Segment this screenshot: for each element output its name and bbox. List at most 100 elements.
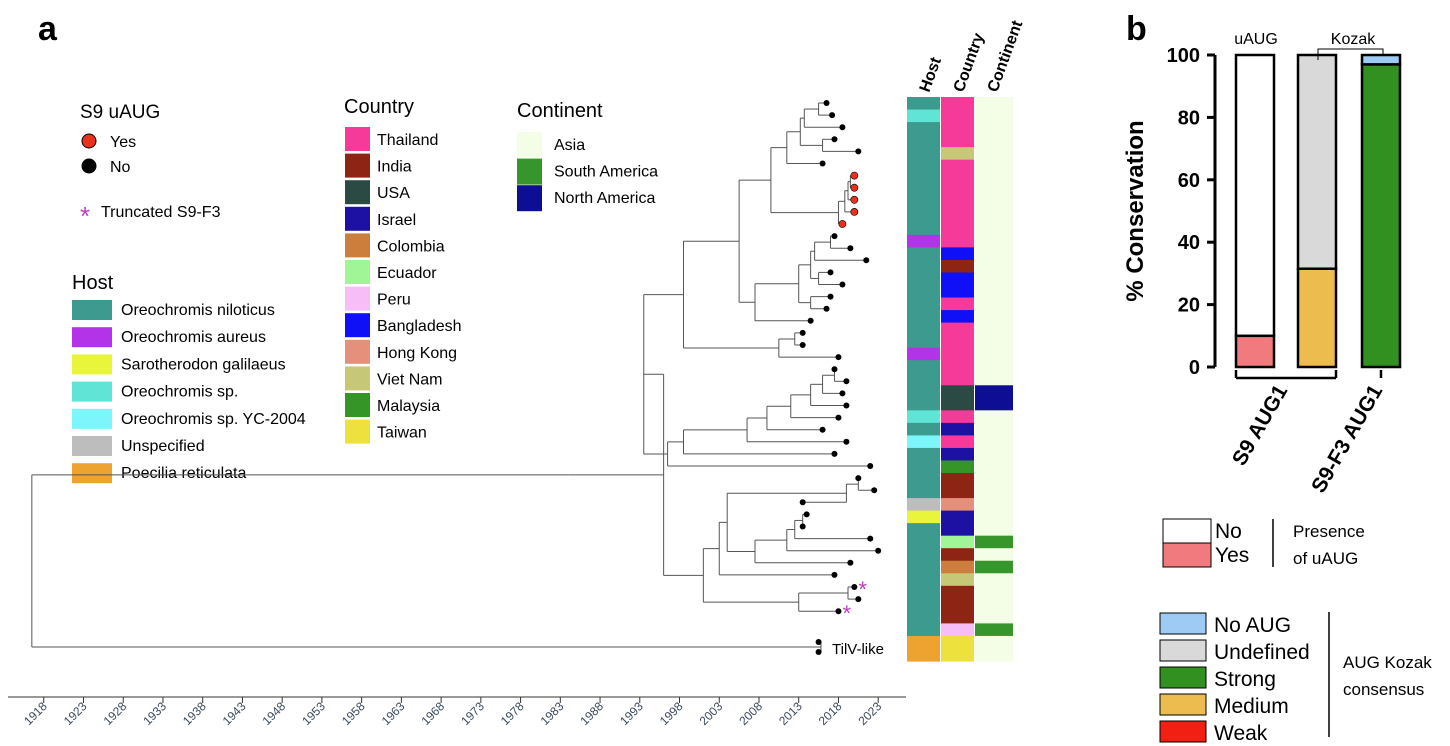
time-axis-tick-label: 1933	[140, 699, 169, 728]
heatmap-cell	[941, 447, 974, 462]
group-label-uaug: uAUG	[1234, 31, 1278, 48]
heatmap-cell	[907, 573, 940, 587]
presence-legend-label: No	[1215, 520, 1242, 543]
kozak-legend-label: Medium	[1214, 695, 1289, 718]
heatmap-cell	[941, 285, 974, 299]
host-legend-title: Host	[72, 272, 114, 294]
heatmap-cell	[907, 335, 940, 349]
time-axis-tick-label: 1953	[299, 699, 328, 728]
legends: S9 uAUG Yes No * Truncated S9-F3 Host Oreochro…	[72, 96, 658, 484]
time-axis-tick-label: 2013	[776, 699, 805, 728]
heatmap-cell	[907, 172, 940, 186]
heatmap-cell	[907, 222, 940, 236]
time-axis-tick-label: 2023	[856, 699, 885, 728]
heatmap-cell	[907, 259, 940, 274]
tip-marker	[850, 171, 859, 180]
heatmap-cell	[941, 573, 974, 587]
heatmap-cell	[907, 447, 940, 462]
panel-label-a: a	[38, 10, 58, 48]
tip-marker	[815, 639, 822, 645]
tip-marker	[843, 402, 850, 409]
country-legend-label: Bangladesh	[377, 318, 462, 335]
heatmap-cell	[941, 247, 974, 261]
heatmap-cell	[975, 259, 1013, 274]
time-axis-tick-label: 1978	[498, 699, 527, 728]
heatmap-cell	[907, 510, 940, 524]
tip-marker	[855, 475, 862, 482]
heatmap-cell	[975, 159, 1013, 173]
country-legend-swatch	[345, 419, 370, 444]
country-legend-label: Hong Kong	[377, 345, 457, 362]
heatmap-cell	[907, 234, 940, 248]
heatmap-cell	[907, 473, 940, 487]
tip-marker	[799, 329, 806, 336]
host-legend-label: Oreochromis niloticus	[121, 302, 275, 319]
presence-legend-label: Yes	[1215, 544, 1249, 567]
heatmap-cell	[907, 147, 940, 161]
heatmap-cell	[907, 97, 940, 111]
uaug-legend-title: S9 uAUG	[80, 102, 160, 123]
tip-marker	[799, 523, 806, 530]
bar-segment	[1360, 53, 1402, 66]
y-axis-tick-label: 20	[1178, 295, 1200, 317]
country-legend-label: India	[377, 159, 412, 176]
heatmap-cell	[941, 97, 974, 111]
heatmap-cell	[975, 623, 1013, 637]
heatmap-cell	[907, 247, 940, 261]
heatmap-cell	[907, 209, 940, 223]
heatmap-cell	[975, 422, 1013, 436]
country-legend-title: Country	[344, 96, 414, 118]
time-axis-tick-label: 1958	[339, 699, 368, 728]
country-legend-swatch	[345, 366, 370, 391]
host-legend-swatch	[72, 463, 112, 484]
tip-marker	[799, 499, 806, 506]
heatmap-cell	[975, 447, 1013, 462]
heatmap-cell	[941, 648, 974, 662]
tip-marker	[831, 233, 838, 240]
heatmap-cell	[941, 109, 974, 123]
heatmap-cell	[907, 460, 940, 474]
heatmap-cell	[975, 222, 1013, 236]
heatmap-cell	[975, 535, 1013, 549]
country-legend-label: Colombia	[377, 238, 445, 255]
tip-marker	[875, 547, 882, 554]
tip-marker	[807, 317, 814, 324]
y-axis-tick-label: 80	[1178, 107, 1200, 129]
heatmap-cell	[975, 548, 1013, 562]
heatmap-cell	[907, 610, 940, 624]
heatmap-cell	[907, 598, 940, 612]
country-legend-swatch	[345, 260, 370, 284]
heatmap-column-label: Continent	[985, 18, 1027, 95]
host-legend-label: Oreochromis aureus	[121, 329, 266, 346]
continent-legend-label: South America	[554, 164, 658, 181]
heatmap-cell	[907, 535, 940, 549]
bar-segment	[1296, 267, 1338, 369]
heatmap-cell	[975, 610, 1013, 624]
kozak-legend-label: Weak	[1214, 722, 1268, 745]
outgroup-label: TilV-like	[832, 641, 884, 658]
heatmap-cell	[941, 297, 974, 311]
tip-marker	[819, 160, 826, 167]
heatmap-cell	[941, 360, 974, 374]
heatmap-cell	[941, 122, 974, 136]
heatmap-cell	[975, 122, 1013, 136]
heatmap-cell	[941, 172, 974, 186]
heatmap-cell	[941, 498, 974, 512]
heatmap-cell	[975, 372, 1013, 386]
heatmap-cell	[975, 197, 1013, 211]
tip-marker	[831, 450, 838, 457]
tip-marker	[847, 245, 854, 252]
heatmap-cell	[941, 222, 974, 236]
tip-marker	[835, 354, 842, 361]
uaug-legend-label: No	[110, 159, 131, 176]
heatmap-cell	[975, 297, 1013, 311]
heatmap-cell	[941, 159, 974, 173]
heatmap-cell	[907, 372, 940, 386]
heatmap-cell	[975, 473, 1013, 487]
heatmap-cell	[941, 147, 974, 161]
heatmap-cell	[975, 648, 1013, 662]
tip-marker	[819, 426, 826, 433]
heatmap-cell	[975, 347, 1013, 361]
heatmap-cell	[941, 134, 974, 148]
